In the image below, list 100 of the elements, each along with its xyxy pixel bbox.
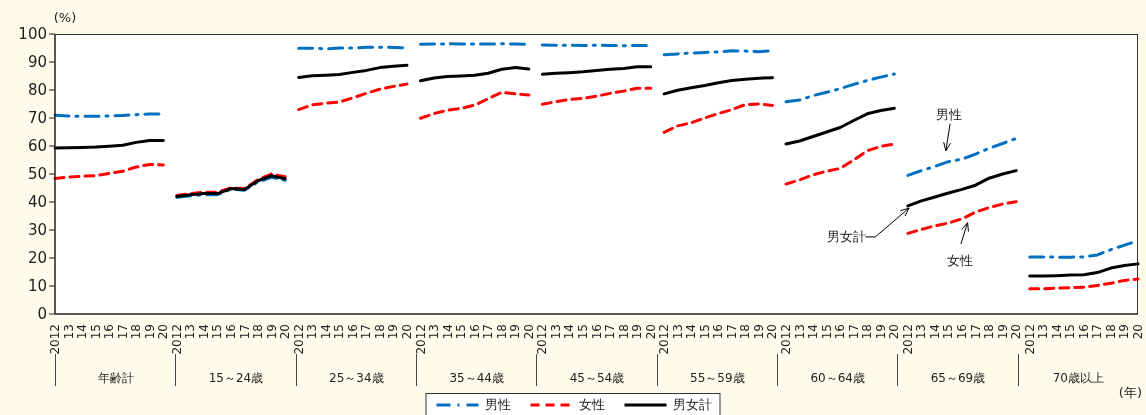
x-tick-label: 20: [887, 324, 902, 340]
x-tick-label: 14: [196, 324, 211, 340]
text: 60～64歳: [809, 370, 866, 387]
x-tick-label: 17: [237, 324, 252, 340]
x-tick-label: 16: [102, 324, 117, 340]
legend-label: 女性: [578, 396, 605, 414]
y-tick-label: 20: [27, 249, 47, 268]
x-axis-title: (年): [1118, 384, 1142, 402]
y-tick-label: 70: [27, 109, 47, 128]
x-tick-label: 2012: [291, 324, 306, 355]
y-tick-label: 0: [37, 305, 47, 324]
x-tick-label: 17: [603, 324, 618, 340]
x-tick-label: 18: [616, 324, 631, 340]
x-tick-label: 19: [630, 324, 645, 340]
x-tick-label: 17: [481, 324, 496, 340]
x-tick-label: 18: [860, 324, 875, 340]
x-tick-label: 17: [115, 324, 130, 340]
x-tick-label: 13: [670, 324, 685, 340]
x-tick-label: 20: [278, 324, 293, 340]
x-tick-label: 2012: [535, 324, 550, 355]
x-tick-label: 16: [711, 324, 726, 340]
x-tick-label: 19: [386, 324, 401, 340]
x-tick-label: 16: [1076, 324, 1091, 340]
x-tick-label: 19: [508, 324, 523, 340]
x-tick-label: 13: [548, 324, 563, 340]
text: 55～59歳: [689, 370, 746, 387]
x-tick-label: 17: [1090, 324, 1105, 340]
y-tick-label: 100: [18, 25, 47, 44]
text: 15～24歳: [207, 370, 265, 387]
x-tick-label: 14: [927, 324, 942, 340]
x-tick-label: 20: [765, 324, 780, 340]
x-tick-label: 15: [819, 324, 834, 340]
x-tick-label: 18: [1103, 324, 1118, 340]
annotation: 男性: [936, 105, 963, 124]
x-tick-label: 14: [562, 324, 577, 340]
x-tick-label: 16: [345, 324, 360, 340]
x-tick-label: 2012: [48, 324, 62, 355]
legend-label: 男性: [484, 396, 511, 414]
x-tick-label: 15: [941, 324, 956, 340]
x-tick-label: 16: [467, 324, 482, 340]
x-tick-label: 15: [575, 324, 590, 340]
x-tick-label: 18: [129, 324, 144, 340]
x-tick-label: 15: [210, 324, 225, 340]
x-tick-label: 16: [955, 324, 970, 340]
x-tick-label: 20: [643, 324, 658, 340]
x-tick-label: 13: [792, 324, 807, 340]
x-tick-label: 19: [995, 324, 1010, 340]
x-tick-label: 17: [724, 324, 739, 340]
y-tick-label: 50: [27, 165, 47, 184]
x-tick-label: 20: [156, 324, 171, 340]
x-tick-label: 19: [873, 324, 888, 340]
y-tick-label: 40: [27, 193, 47, 212]
x-tick-label: 18: [982, 324, 997, 340]
x-tick-label: 15: [88, 324, 103, 340]
x-tick-label: 17: [846, 324, 861, 340]
y-tick-label: 30: [27, 221, 47, 240]
x-tick-label: 15: [1063, 324, 1078, 340]
x-tick-label: 19: [751, 324, 766, 340]
x-tick-label: 13: [1036, 324, 1051, 340]
legend-label: 男女計: [672, 396, 712, 414]
x-tick-label: 14: [806, 324, 821, 340]
x-tick-label: 15: [454, 324, 469, 340]
x-tick-label: 14: [75, 324, 90, 340]
text: 65～69歳: [929, 370, 987, 387]
y-tick-label: 60: [27, 137, 47, 156]
x-tick-label: 16: [589, 324, 604, 340]
x-tick-label: 17: [359, 324, 374, 340]
x-tick-label: 14: [684, 324, 699, 340]
y-axis-title: (%): [53, 10, 77, 25]
text: 年齢計: [96, 370, 135, 387]
annotation: 女性: [946, 252, 973, 271]
x-tick-label: 13: [305, 324, 320, 340]
x-tick-label: 19: [1117, 324, 1132, 340]
text: 45～54歳: [568, 370, 626, 387]
x-tick-label: 17: [968, 324, 983, 340]
x-tick-label: 18: [372, 324, 387, 340]
x-tick-label: 14: [440, 324, 455, 340]
x-tick-label: 2012: [1022, 324, 1037, 355]
x-tick-label: 2012: [657, 324, 672, 355]
x-tick-label: 14: [1049, 324, 1064, 340]
x-tick-label: 15: [332, 324, 347, 340]
x-tick-label: 20: [1131, 324, 1145, 340]
x-tick-label: 13: [427, 324, 442, 340]
x-tick-label: 15: [697, 324, 712, 340]
x-tick-label: 13: [61, 324, 76, 340]
x-tick-label: 20: [399, 324, 414, 340]
x-tick-label: 2012: [779, 324, 794, 355]
text: 70歳以上: [1052, 371, 1104, 385]
y-tick-label: 90: [27, 53, 47, 72]
y-tick-label: 80: [27, 81, 47, 100]
y-tick-label: 10: [27, 277, 47, 296]
x-tick-label: 13: [914, 324, 929, 340]
x-tick-label: 20: [1009, 324, 1024, 340]
x-tick-label: 2012: [413, 324, 428, 355]
x-tick-label: 18: [494, 324, 509, 340]
x-tick-label: 2012: [900, 324, 915, 355]
x-tick-label: 20: [521, 324, 536, 340]
x-tick-label: 2012: [169, 324, 184, 355]
x-tick-label: 18: [738, 324, 753, 340]
x-tick-label: 16: [833, 324, 848, 340]
